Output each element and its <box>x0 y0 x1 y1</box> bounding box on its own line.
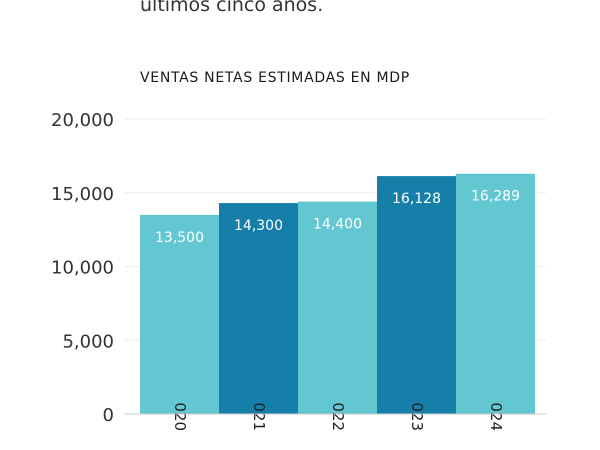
bar <box>456 173 535 414</box>
x-tick-label: 022 <box>329 402 347 431</box>
chart-title: VENTAS NETAS ESTIMADAS EN MDP <box>140 70 410 86</box>
bar-value-label: 13,500 <box>155 230 204 246</box>
bar <box>140 214 219 414</box>
y-tick-label: 0 <box>103 405 114 426</box>
bar <box>377 176 456 414</box>
bar-value-label: 14,400 <box>313 217 362 233</box>
y-tick-label: 5,000 <box>62 331 114 352</box>
bar-value-label: 14,300 <box>234 218 283 234</box>
x-tick-label: 021 <box>250 402 268 431</box>
bar <box>298 201 377 414</box>
y-tick-label: 15,000 <box>51 184 114 205</box>
intro-text: últimos cinco años. <box>140 0 324 16</box>
bar-value-label: 16,289 <box>471 189 520 205</box>
bar-value-label: 16,128 <box>392 191 441 207</box>
y-tick-label: 10,000 <box>51 258 114 279</box>
bar <box>219 203 298 414</box>
x-tick-label: 020 <box>171 402 189 431</box>
x-tick-label: 024 <box>487 402 505 431</box>
y-tick-label: 20,000 <box>51 110 114 131</box>
x-tick-label: 023 <box>408 402 426 431</box>
